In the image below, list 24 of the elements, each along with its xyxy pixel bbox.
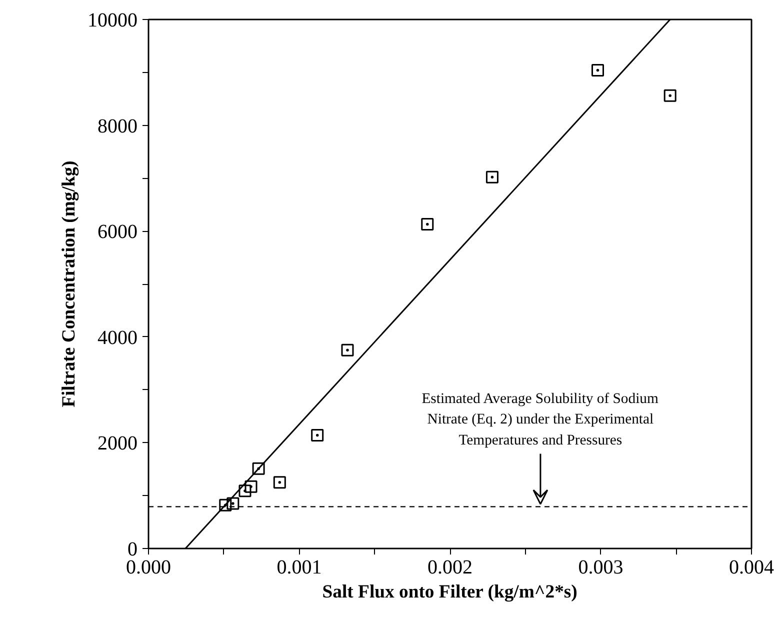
point: [664, 89, 676, 102]
point: [273, 476, 286, 489]
y-tick-label: 4000: [98, 326, 138, 349]
x-tick-label: 0.002: [428, 556, 472, 578]
point: [244, 480, 258, 493]
y-tick-label: 8000: [98, 115, 138, 138]
x-tick-label: 0.003: [578, 556, 624, 578]
point: [252, 462, 265, 475]
x-tick-label: 0.001: [276, 556, 322, 578]
y-tick-label: 6000: [98, 221, 138, 244]
point: [311, 429, 324, 442]
point: [421, 218, 434, 230]
y-tick-label: 10000: [88, 10, 138, 32]
y-axis-title: Filtrate Concentration (mg/kg): [58, 160, 80, 408]
point: [591, 64, 604, 77]
x-axis-title: Salt Flux onto Filter (kg/m^2*s): [322, 582, 578, 602]
point: [486, 170, 498, 184]
annotation: Estimated Average Solubility of Sodium Nitrate (Eq. 2) under the Experimental Temperatures and Pressures: [422, 390, 659, 449]
y-tick-label: 2000: [98, 432, 138, 455]
point: [226, 497, 240, 510]
x-tick-label: 0.004: [729, 556, 774, 578]
point: [341, 344, 354, 356]
point: [238, 484, 252, 498]
point: [219, 498, 232, 512]
